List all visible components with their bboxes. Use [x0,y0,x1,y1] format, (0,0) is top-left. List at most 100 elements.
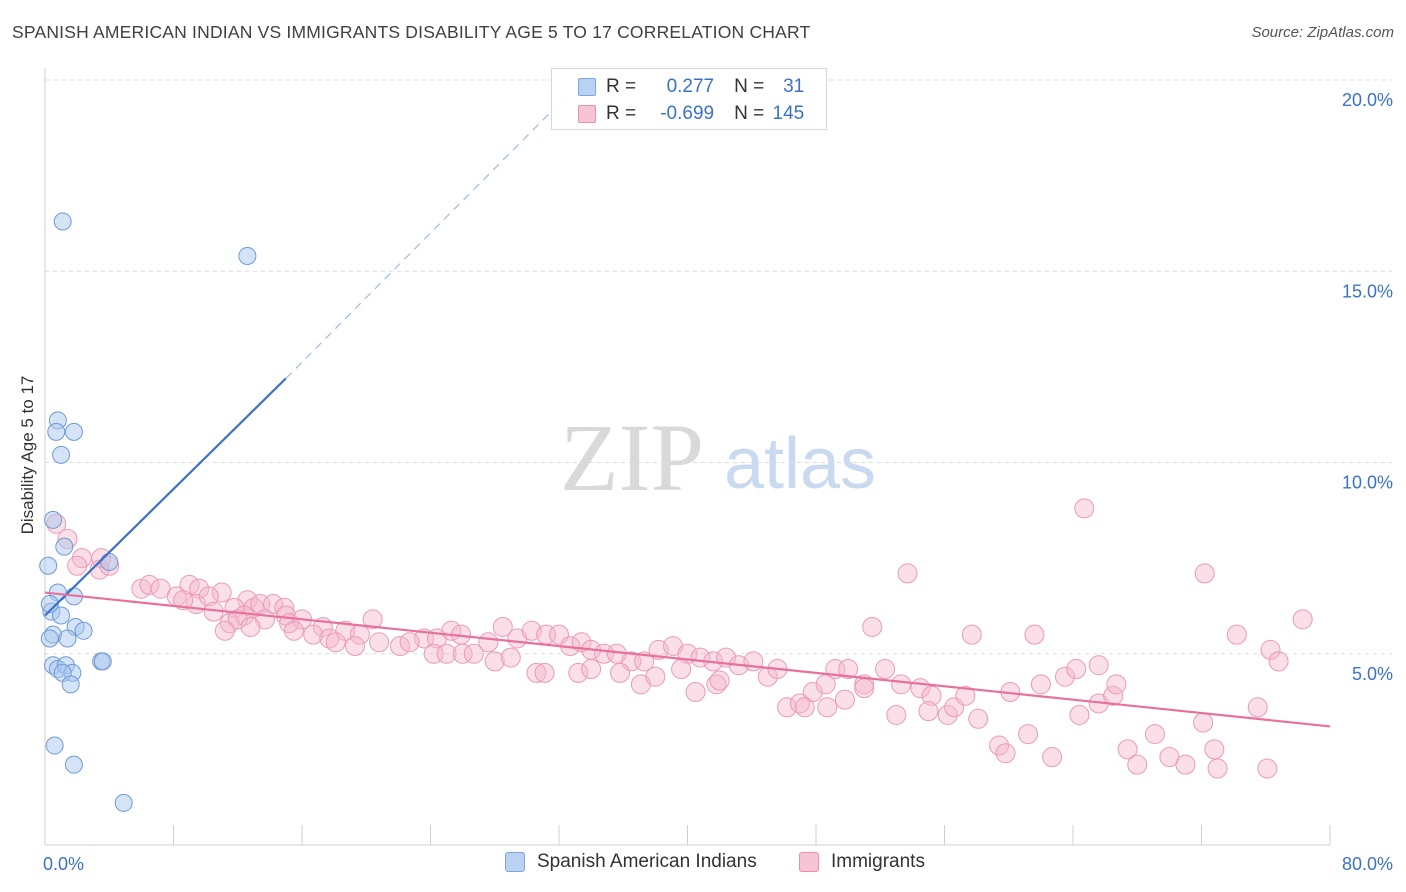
source-label: Source: ZipAtlas.com [1251,24,1394,41]
immigrants-point [581,659,602,680]
spanish-american-indians-point [40,629,59,648]
immigrants-point [1117,739,1138,760]
immigrants-point [319,628,340,649]
spanish-american-indians-point [39,556,58,575]
immigrants-point [1106,674,1127,695]
watermark-zip: ZIP [560,404,704,511]
immigrants-point [995,743,1016,764]
immigrants-point [1257,758,1278,779]
x-tick-label: 80.0% [1342,854,1393,874]
immigrants-point [854,678,875,699]
immigrants-point [777,697,798,718]
immigrants-point [1292,609,1313,630]
stats-legend: R = 0.277 N = 31 R = -0.699 N = 145 [551,68,827,130]
spanish-american-indians-point [53,212,72,231]
immigrants-point [610,662,631,683]
immigrants-point [897,563,918,584]
watermark: ZIP atlas [560,404,876,511]
immigrants-point [227,609,248,630]
immigrants-point [685,682,706,702]
immigrants-point [1247,697,1268,718]
immigrants-point [198,586,219,607]
immigrants-point [568,662,589,683]
immigrants-point [645,666,666,687]
immigrants-point [283,620,304,641]
trend-line-immigrants [44,591,1331,728]
spanish-american-indians-points [39,212,257,812]
trend-line-spanish-american-indians [44,377,287,617]
axes [44,68,1331,846]
immigrants-point [955,685,976,706]
immigrants-point [891,674,912,695]
immigrants-point [214,620,235,641]
immigrants-point [1024,624,1045,645]
immigrants-point [886,704,907,725]
immigrants-point [139,574,160,595]
spanish-american-indians-point [64,422,83,441]
immigrants-point [1159,747,1180,768]
immigrants-point [150,578,171,599]
immigrants-point [478,632,499,653]
legend-label: Immigrants [831,851,925,872]
spanish-american-indians-point [114,793,133,812]
legend-n-label: N = [734,103,765,124]
spanish-american-indians-point [55,537,74,556]
immigrants-point [968,708,989,729]
immigrants-point [362,609,383,630]
immigrants-point [794,697,815,718]
spanish-american-indians-point [45,736,64,755]
y-tick-label: 10.0% [1342,473,1393,493]
immigrants-point [1226,624,1247,645]
immigrants-point [1207,758,1228,779]
legend-swatch-pink [578,105,596,123]
immigrants-point [1175,754,1196,775]
immigrants-point [436,643,457,664]
immigrants-point [838,659,859,680]
spanish-american-indians-point [44,510,63,529]
legend-label: Spanish American Indians [537,851,757,872]
immigrants-point [1030,674,1051,695]
legend-swatch-pink [799,852,819,872]
immigrants-point [500,647,521,668]
immigrants-point [345,636,366,657]
spanish-american-indians-point [74,621,93,640]
immigrants-point [817,697,838,718]
chart-title: SPANISH AMERICAN INDIAN VS IMMIGRANTS DI… [12,22,811,42]
immigrants-point [1144,724,1165,745]
immigrants-point [875,659,896,680]
spanish-american-indians-point [100,552,119,571]
immigrants-points [46,498,1313,779]
legend-item-immigrants[interactable]: Immigrants [799,851,925,873]
immigrants-point [671,659,692,680]
watermark-atlas: atlas [724,424,876,504]
legend-item-spanish-american-indians[interactable]: Spanish American Indians [505,851,757,873]
immigrants-point [1260,639,1281,660]
immigrants-point [1194,563,1215,584]
legend-r-label: R = [606,103,637,124]
immigrants-point [1069,704,1090,725]
immigrants-point [706,674,727,695]
legend-swatch-blue [505,852,525,872]
spanish-american-indians-point [52,606,71,625]
immigrants-point [452,643,473,664]
immigrants-point [834,689,855,710]
immigrants-point [634,651,655,672]
y-axis-label: Disability Age 5 to 17 [18,376,37,535]
immigrants-point [399,632,420,653]
legend-row-blue: R = 0.277 N = 31 [552,74,804,100]
immigrants-point [303,624,324,645]
gridlines [45,79,1392,655]
spanish-american-indians-point [238,246,257,265]
x-tick-label: 0.0% [43,854,84,874]
y-tick-label: 5.0% [1352,664,1393,684]
axis-labels: 5.0% 10.0% 15.0% 20.0% 0.0% 80.0% [43,90,1393,874]
immigrants-point [1127,754,1148,775]
spanish-american-indians-point [47,422,66,441]
immigrants-point [1018,724,1039,745]
legend-n-value: 145 [772,103,805,124]
spanish-american-indians-point [93,652,112,671]
immigrants-point [211,582,232,603]
spanish-american-indians-point [58,629,77,648]
immigrants-point [534,662,555,683]
